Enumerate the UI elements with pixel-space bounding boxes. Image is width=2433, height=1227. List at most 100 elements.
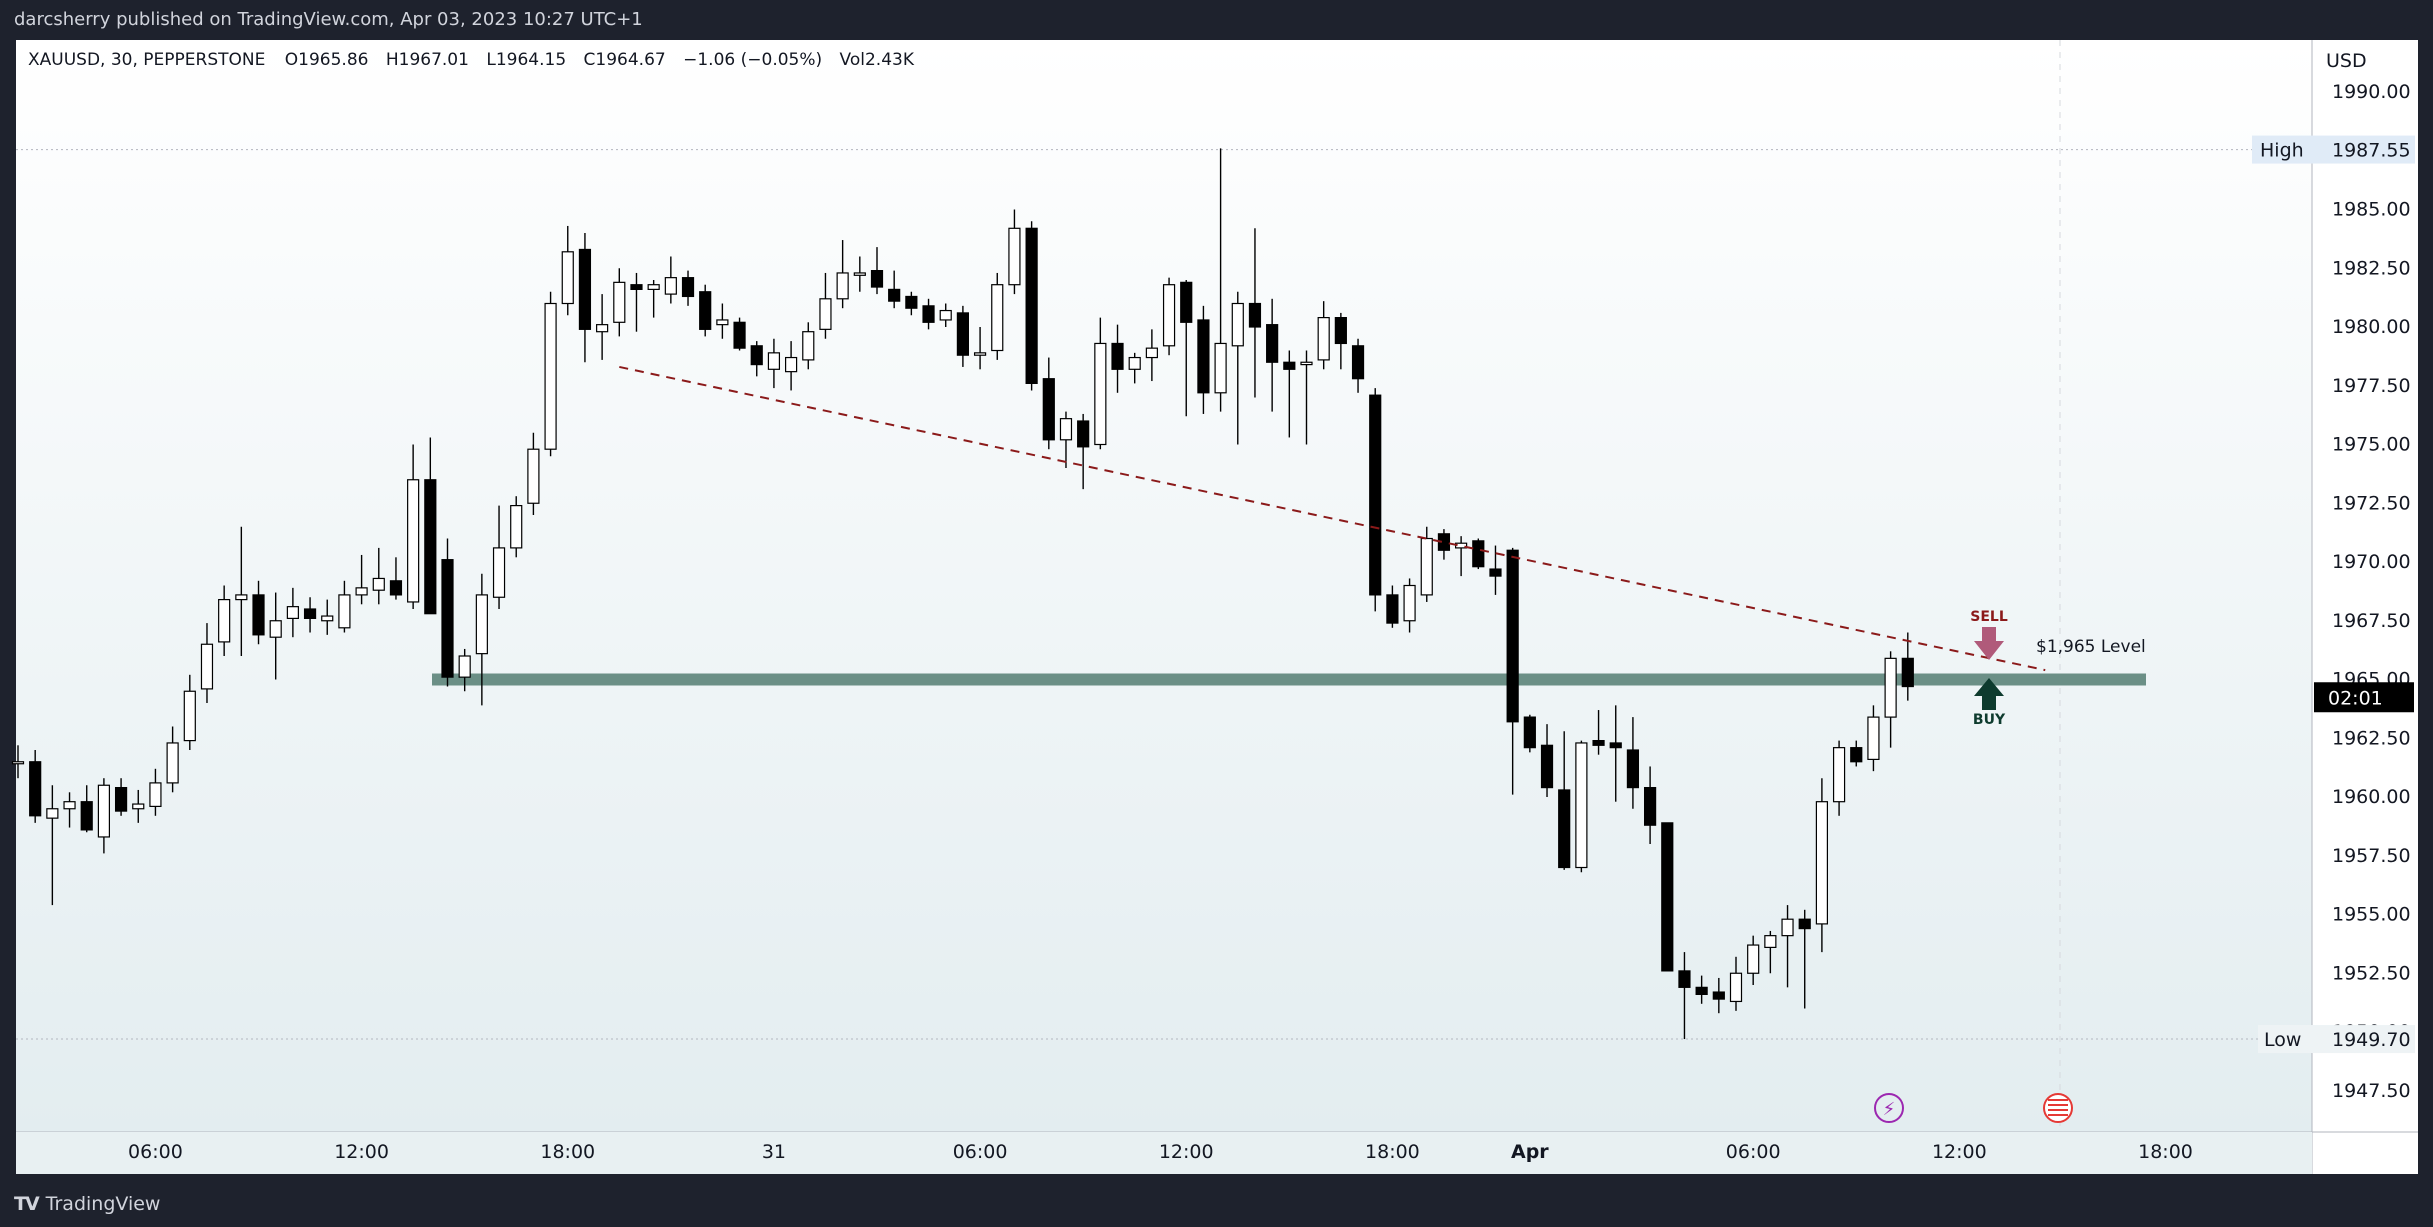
candle-body: [681, 277, 695, 298]
candle-body: [819, 298, 832, 330]
candle-body: [46, 808, 59, 819]
price-tick-label: 1982.50: [2332, 257, 2411, 279]
candle-body: [1351, 345, 1365, 380]
candle-body: [1317, 317, 1330, 361]
high-badge-label: High: [2260, 140, 2304, 162]
candle-body: [1094, 342, 1107, 446]
candle-body: [1403, 584, 1416, 622]
time-tick-label: 06:00: [1726, 1141, 1781, 1163]
tradingview-logo-icon[interactable]: TV: [14, 1192, 40, 1215]
candle-body: [200, 643, 214, 690]
us-flag-icon: [2043, 1093, 2073, 1123]
candle-body: [11, 761, 25, 765]
candle-body: [338, 594, 351, 629]
candle-body: [1420, 537, 1433, 596]
price-tick-label: 1985.00: [2332, 199, 2411, 221]
candle-body: [1558, 789, 1571, 869]
time-axis: [16, 1132, 2312, 1174]
candle-body: [424, 479, 437, 615]
candle-body: [1008, 227, 1021, 286]
candle-body: [1300, 361, 1313, 366]
price-tick-label: 1960.00: [2332, 786, 2411, 808]
candle-body: [1867, 716, 1880, 760]
buy-label: BUY: [1973, 712, 2006, 728]
candle-body: [1197, 319, 1210, 394]
level-zone: [432, 673, 2146, 686]
candle-body: [1472, 540, 1485, 568]
candle-body: [1128, 356, 1141, 370]
candle-body: [596, 324, 609, 333]
candle-body: [80, 801, 93, 831]
price-tick-label: 1957.50: [2332, 845, 2411, 867]
countdown-value: 02:01: [2328, 687, 2383, 709]
candle-body: [149, 782, 162, 808]
candle-body: [389, 580, 403, 596]
candle-body: [888, 288, 901, 302]
candle-body: [1661, 822, 1674, 972]
candle-body: [1059, 418, 1073, 441]
legend-close: C1964.67: [583, 50, 666, 70]
time-tick-label: 31: [762, 1141, 786, 1163]
price-tick-label: 1967.50: [2332, 610, 2411, 632]
publisher-header: darcsherry published on TradingView.com,…: [14, 9, 643, 30]
candle-body: [1283, 361, 1296, 370]
candle-body: [218, 598, 231, 643]
buy-arrow-icon: [1974, 678, 2004, 710]
candle-body: [458, 655, 471, 678]
footer-bar: TV TradingView: [0, 1180, 2433, 1227]
candle-body: [114, 786, 128, 812]
candle-body: [1386, 594, 1399, 624]
legend-symbol[interactable]: XAUUSD, 30, PEPPERSTONE: [28, 50, 266, 70]
candle-body: [1798, 918, 1811, 930]
candle-body: [1111, 342, 1124, 370]
event-lightning-icon: [1874, 1093, 1904, 1123]
sell-label: SELL: [1970, 609, 2008, 625]
time-tick-label: 18:00: [540, 1141, 595, 1163]
price-tick-label: 1980.00: [2332, 316, 2411, 338]
sell-arrow-icon: [1974, 627, 2004, 660]
candle-body: [1729, 972, 1743, 1003]
candle-body: [1489, 568, 1502, 577]
price-tick-label: 1970.00: [2332, 551, 2411, 573]
candle-body: [922, 305, 935, 323]
candle-body: [1077, 420, 1090, 448]
legend-low: L1964.15: [486, 50, 567, 70]
candle-body: [407, 479, 420, 603]
candle-body: [1231, 302, 1244, 347]
price-tick-label: 1975.00: [2332, 434, 2411, 456]
time-tick-label: Apr: [1511, 1141, 1549, 1163]
candle-body: [1626, 749, 1640, 789]
candle-body: [767, 352, 781, 370]
candle-body: [664, 277, 677, 295]
candle-body: [613, 281, 626, 323]
footer-brand[interactable]: TradingView: [45, 1192, 161, 1215]
candle-body: [973, 352, 987, 356]
candle-body: [836, 272, 849, 300]
low-badge: [2258, 1025, 2415, 1054]
legend-high: H1967.01: [385, 50, 469, 70]
price-tick-label: 1947.50: [2332, 1080, 2411, 1102]
candle-body: [527, 448, 540, 504]
time-tick-label: 12:00: [1159, 1141, 1214, 1163]
time-tick-label: 06:00: [128, 1141, 183, 1163]
candle-body: [166, 742, 179, 784]
candle-body: [235, 594, 248, 601]
candle-body: [1506, 549, 1519, 723]
candle-body: [1025, 227, 1038, 385]
candle-body: [183, 690, 196, 742]
candle-body: [355, 587, 368, 596]
candle-body: [372, 577, 385, 591]
candle-body: [802, 331, 815, 361]
low-badge-value: 1949.70: [2332, 1029, 2411, 1051]
candle-body: [1884, 657, 1897, 718]
candle-body: [269, 620, 282, 638]
candle-body: [1747, 944, 1760, 974]
candle-body: [132, 803, 145, 810]
price-tick-label: 1990.00: [2332, 81, 2411, 103]
candle-body: [544, 302, 557, 450]
candle-body: [1815, 801, 1829, 925]
candle-body: [303, 608, 317, 619]
candle-body: [97, 784, 111, 838]
candle-body: [647, 284, 660, 291]
